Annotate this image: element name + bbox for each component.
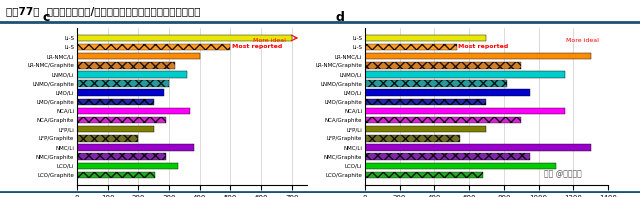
Bar (77, 35, 292, 41)
Bar (77, 172, 155, 178)
Text: Most reported: Most reported (458, 44, 508, 49)
Bar (365, 80, 508, 87)
Bar (77, 108, 191, 114)
Bar (365, 62, 521, 69)
Text: More ideal: More ideal (566, 38, 599, 43)
Bar (77, 99, 154, 105)
Bar (365, 35, 486, 41)
Bar (77, 80, 169, 87)
Text: 头条 @未来智库: 头条 @未来智库 (545, 169, 582, 178)
Bar (77, 71, 188, 78)
Bar (365, 126, 486, 132)
Bar (365, 108, 564, 114)
Bar (365, 135, 460, 141)
Bar (77, 89, 164, 96)
Bar (77, 135, 138, 141)
Bar (77, 44, 230, 50)
Bar (77, 126, 154, 132)
Bar (77, 153, 166, 160)
Text: d: d (335, 11, 344, 24)
Bar (365, 153, 530, 160)
Bar (365, 144, 591, 151)
Bar (365, 172, 483, 178)
Bar (77, 144, 193, 151)
Bar (365, 71, 564, 78)
Bar (77, 62, 175, 69)
Text: Most reported: Most reported (232, 44, 282, 49)
Text: 图表77：  锂硫电池的质量/体积能量密度和其他锂电技术路线对比: 图表77： 锂硫电池的质量/体积能量密度和其他锂电技术路线对比 (6, 6, 201, 16)
Bar (365, 89, 530, 96)
Bar (77, 163, 178, 169)
Bar (365, 163, 556, 169)
Text: More ideal: More ideal (253, 38, 285, 43)
Bar (77, 117, 166, 123)
Bar (365, 44, 457, 50)
Text: c: c (42, 11, 50, 24)
Bar (77, 53, 200, 59)
Bar (365, 53, 591, 59)
Bar (365, 99, 486, 105)
Bar (365, 117, 521, 123)
